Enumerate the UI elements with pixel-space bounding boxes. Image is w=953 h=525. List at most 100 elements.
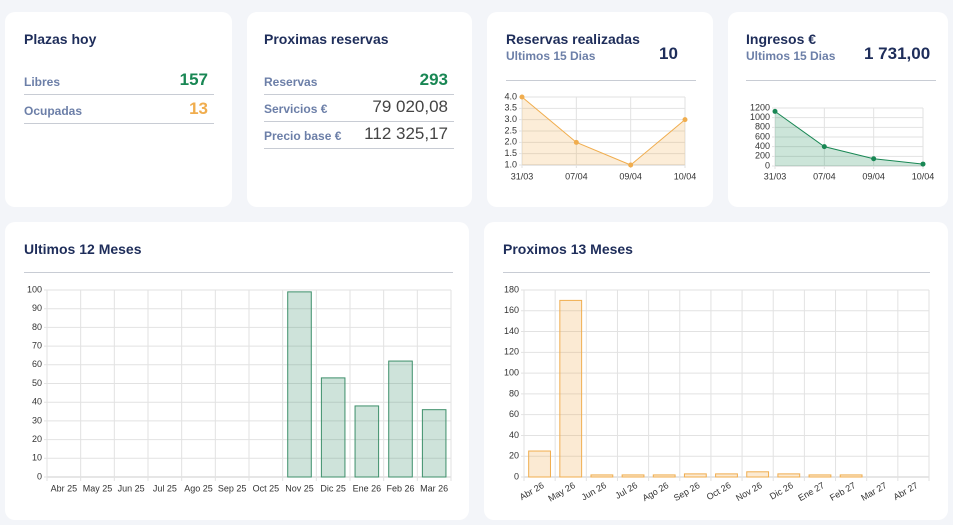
- row-label: Ocupadas: [24, 104, 83, 118]
- y-tick-label: 50: [32, 378, 42, 388]
- x-tick-label: Jul 25: [153, 483, 177, 493]
- y-tick-label: 70: [32, 340, 42, 350]
- x-tick-label: Jun 26: [580, 480, 608, 502]
- bar: [590, 474, 614, 478]
- y-tick-label: 80: [32, 322, 42, 332]
- proximas-card: Proximas reservas Reservas 293 Servicios …: [247, 12, 472, 207]
- x-tick-label: Feb 26: [386, 483, 414, 493]
- row: Reservas 293: [264, 68, 454, 95]
- y-tick-label: 1.5: [504, 148, 517, 158]
- area: [522, 97, 685, 165]
- ultimos-card: 0 10 20 30 40 50 60 70 80 90 100 Abr 25 May 25 Jun 25…: [5, 222, 469, 520]
- y-tick-label: 60: [32, 359, 42, 369]
- y-tick-label: 80: [509, 388, 519, 398]
- x-tick-label: May 25: [83, 483, 113, 493]
- card-title: Reservas realizadas: [506, 31, 640, 47]
- point: [682, 117, 688, 123]
- row: Libres 157: [24, 68, 214, 95]
- card-title: Ingresos €: [746, 31, 817, 47]
- x-tick-label: 09/04: [619, 171, 642, 181]
- x-tick-label: Jun 25: [118, 483, 145, 493]
- y-tick-label: 600: [755, 131, 770, 141]
- bar: [839, 474, 863, 478]
- y-tick-label: 1200: [750, 102, 770, 112]
- y-tick-label: 1000: [750, 112, 770, 122]
- x-tick-label: 07/04: [565, 171, 588, 181]
- x-tick-label: 09/04: [862, 171, 885, 181]
- card-title: Plazas hoy: [24, 31, 97, 47]
- realizadas-card: 1.0 1.5 2.0 2.5 3.0 3.5 4.0 31/03 07/04 09/04 10/0…: [487, 12, 713, 207]
- row-value: 293: [419, 70, 448, 89]
- x-tick-label: Ene 27: [796, 480, 826, 503]
- bar: [777, 473, 801, 478]
- ingresos-card: 0 200 400 600 800 1000 1200 31/03 07/04 09/04 10/0…: [728, 12, 948, 207]
- point: [821, 144, 827, 150]
- bar: [746, 471, 770, 478]
- x-tick-label: May 26: [546, 480, 577, 503]
- point: [920, 161, 926, 167]
- x-tick-label: Mar 27: [859, 480, 888, 503]
- y-tick-label: 180: [504, 284, 519, 294]
- y-tick-label: 120: [504, 347, 519, 357]
- plazas-card: Plazas hoy Libres 157 Ocupadas 13: [5, 12, 232, 207]
- row-label: Libres: [24, 75, 61, 89]
- x-tick-label: Sep 26: [672, 480, 702, 503]
- card-title: Proximos 13 Meses: [503, 241, 633, 257]
- x-tick-label: Ene 26: [353, 483, 382, 493]
- kpi: 1 731,00: [864, 44, 931, 63]
- area: [775, 111, 923, 166]
- bar: [388, 360, 413, 478]
- card-title: Proximas reservas: [264, 31, 389, 47]
- y-tick-label: 20: [509, 451, 519, 461]
- y-tick-label: 3.0: [504, 114, 517, 124]
- y-tick-label: 3.5: [504, 103, 517, 113]
- separator: [503, 272, 930, 273]
- point: [628, 162, 634, 168]
- bar: [621, 474, 645, 478]
- x-tick-label: Dic 25: [320, 483, 346, 493]
- x-tick-label: Ago 26: [641, 480, 671, 503]
- chart: 1.01.52.0 2.53.03.5 4.0 31/03 07/04 09/04 10/0…: [504, 91, 696, 181]
- separator: [24, 272, 453, 273]
- bar: [683, 473, 707, 478]
- bar: [287, 291, 312, 478]
- x-tick-label: Abr 26: [518, 480, 546, 502]
- separator: [506, 80, 696, 81]
- y-tick-label: 2.0: [504, 137, 517, 147]
- y-tick-label: 40: [509, 430, 519, 440]
- y-tick-label: 30: [32, 415, 42, 425]
- card-title: Ultimos 12 Meses: [24, 241, 142, 257]
- row: Servicios € 79 020,08: [264, 95, 454, 122]
- row: Ocupadas 13: [24, 97, 214, 124]
- row-value: 157: [179, 70, 208, 89]
- subtitle: Ultimos 15 Dias: [506, 49, 596, 63]
- bar: [652, 474, 676, 478]
- point: [871, 156, 877, 162]
- y-tick-label: 400: [755, 141, 770, 151]
- chart: 0 10 20 30 40 50 60 70 80 90 100 Abr 25 May 25 Jun 25…: [27, 284, 452, 493]
- y-tick-label: 0: [37, 471, 42, 481]
- chart: 0 20 40 60 80 100 120 140 160 180 Abr 26 May 26 Jun …: [504, 284, 930, 504]
- y-tick-label: 0: [765, 160, 770, 170]
- row-label: Precio base €: [264, 129, 342, 143]
- row-value: 79 020,08: [372, 97, 448, 116]
- x-tick-label: Jul 26: [613, 480, 639, 501]
- y-tick-label: 140: [504, 326, 519, 336]
- x-tick-label: Mar 26: [420, 483, 448, 493]
- x-tick-label: Ago 25: [184, 483, 213, 493]
- row: Precio base € 112 325,17: [264, 122, 454, 149]
- x-tick-label: Nov 25: [285, 483, 314, 493]
- y-tick-label: 10: [32, 453, 42, 463]
- bar: [528, 450, 551, 478]
- x-tick-label: Feb 27: [828, 480, 857, 503]
- y-tick-label: 90: [32, 303, 42, 313]
- subtitle: Ultimos 15 Dias: [746, 49, 836, 63]
- x-tick-label: 31/03: [511, 171, 534, 181]
- x-tick-label: 31/03: [764, 171, 787, 181]
- y-tick-label: 4.0: [504, 91, 517, 101]
- bar: [354, 405, 380, 478]
- x-tick-label: 10/04: [912, 171, 935, 181]
- proximos-card: 0 20 40 60 80 100 120 140 160 180 Abr 26 May 26 Jun …: [484, 222, 948, 520]
